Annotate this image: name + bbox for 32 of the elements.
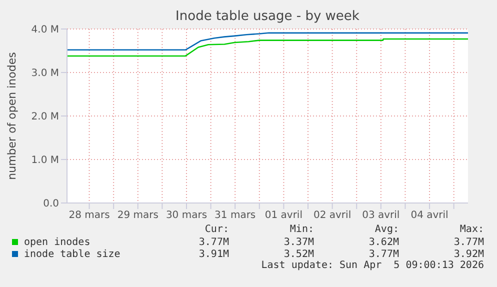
y-tick-label: 3.0 M: [31, 68, 59, 80]
y-tick-label: 2.0 M: [31, 112, 59, 123]
text: Avg:: [374, 224, 399, 236]
text: Min:: [288, 224, 314, 236]
x-tick-label: 29 mars: [117, 210, 158, 222]
x-tick-label: 02 avril: [313, 210, 352, 222]
y-axis-title: number of open inodes: [6, 52, 18, 180]
x-tick-label: 01 avril: [264, 210, 303, 222]
x-tick-label: 04 avril: [410, 210, 448, 222]
text: 3.91M: [198, 248, 229, 260]
text: 3.77M: [452, 236, 484, 248]
text: 3.37M: [282, 236, 314, 248]
text: 3.92M: [452, 248, 484, 260]
text: 3.77M: [368, 248, 399, 260]
legend-label: open inodes: [24, 236, 90, 248]
y-tick-label: 1.0 M: [31, 155, 59, 166]
x-tick-label: 28 mars: [68, 210, 110, 222]
line-series: [67, 38, 468, 57]
text: Cur:: [204, 224, 229, 236]
text: Last update: Sun Apr 5 09:00:13 2026: [260, 260, 484, 272]
legend-label: inode table size: [24, 248, 120, 260]
x-tick-label: 03 avril: [362, 210, 400, 222]
chart-title: Inode table usage - by week: [174, 9, 360, 24]
y-tick-label: 0.0: [43, 198, 59, 210]
text: Max:: [458, 224, 484, 236]
text: 3.77M: [198, 236, 229, 248]
text: 3.52M: [282, 248, 314, 260]
x-tick-label: 31 mars: [214, 210, 256, 222]
x-tick-label: 30 mars: [166, 210, 208, 222]
y-tick-label: 4.0 M: [31, 24, 59, 36]
line-series: [67, 32, 468, 51]
text: 3.62M: [368, 236, 399, 248]
